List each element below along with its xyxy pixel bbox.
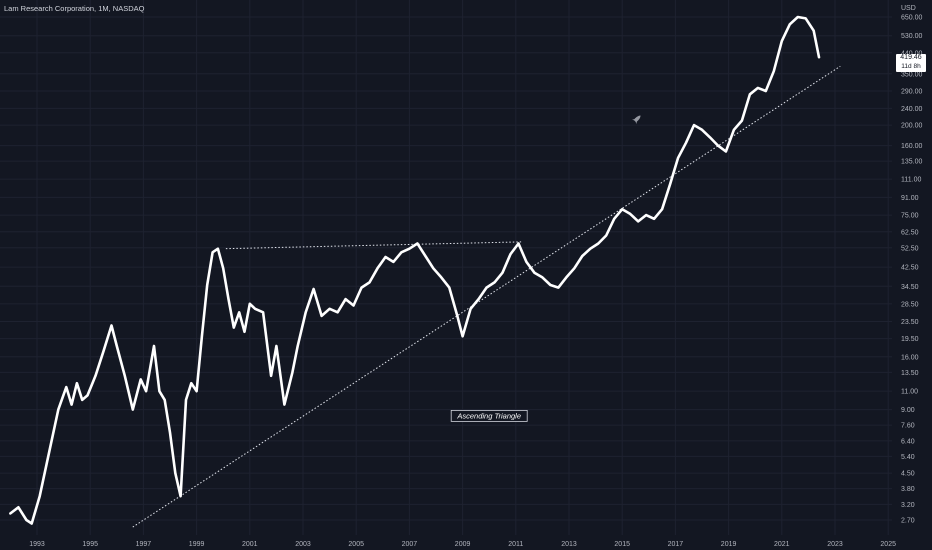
y-tick-label: 6.40 <box>901 438 915 445</box>
y-tick-label: 62.50 <box>901 229 919 236</box>
x-tick-label: 2005 <box>348 541 364 548</box>
grid <box>0 0 892 535</box>
y-tick-label: 3.80 <box>901 486 915 493</box>
y-tick-label: 111.00 <box>901 177 921 184</box>
y-tick-label: 34.50 <box>901 284 919 291</box>
y-tick-label: 52.50 <box>901 245 919 252</box>
x-tick-label: 2019 <box>721 541 737 548</box>
annotation-box <box>450 409 528 422</box>
annotation-label: Ascending Triangle <box>456 412 521 421</box>
x-tick-label: 1993 <box>29 541 45 548</box>
y-tick-label: 440.00 <box>901 50 923 57</box>
trendlines <box>132 65 841 528</box>
y-tick-label: 5.40 <box>901 454 915 461</box>
y-tick-label: 200.00 <box>901 123 923 130</box>
x-tick-label: 2015 <box>614 541 630 548</box>
x-tick-label: 1997 <box>136 541 152 548</box>
y-tick-label: 19.50 <box>901 336 919 343</box>
x-tick-label: 1995 <box>82 541 98 548</box>
x-tick-label: 2013 <box>561 541 577 548</box>
y-tick-label: 530.00 <box>901 33 923 40</box>
y-tick-label: 11.00 <box>901 389 918 396</box>
chart-title: Lam Research Corporation, 1M, NASDAQ <box>4 4 145 13</box>
y-tick-label: 290.00 <box>901 89 923 96</box>
y-tick-label: 7.60 <box>901 423 915 430</box>
y-tick-label: 42.50 <box>901 265 919 272</box>
y-tick-label: 3.20 <box>901 502 915 509</box>
x-tick-label: 2009 <box>455 541 471 548</box>
last-price-badge: 419.46 11d 8h <box>896 54 926 72</box>
x-tick-label: 2007 <box>402 541 418 548</box>
y-tick-label: 160.00 <box>901 143 923 150</box>
y-tick-label: 4.50 <box>901 471 915 478</box>
y-axis-labels: 2.70 3.20 3.80 4.50 5.40 6.40 7.60 9.00 11.00 13.… <box>901 15 923 525</box>
rocket-icon <box>632 115 641 124</box>
y-tick-label: 13.50 <box>901 370 919 377</box>
y-tick-label: 9.00 <box>901 407 915 414</box>
y-tick-label: 135.00 <box>901 159 923 166</box>
last-price: 419.46 <box>900 54 922 61</box>
price-line <box>9 15 821 525</box>
x-tick-label: 2001 <box>242 541 258 548</box>
x-tick-label: 2017 <box>668 541 684 548</box>
y-tick-label: 650.00 <box>901 15 923 22</box>
x-tick-label: 2023 <box>827 541 843 548</box>
trendline-resistance <box>225 241 522 250</box>
y-tick-label: 240.00 <box>901 106 923 113</box>
trendline-support <box>132 65 841 528</box>
x-axis-labels: 1993 1995 1997 1999 2001 2003 2005 2007 2009 2011… <box>29 541 896 548</box>
y-tick-label: 16.00 <box>901 354 919 361</box>
x-tick-label: 2025 <box>880 541 896 548</box>
y-tick-label: 75.00 <box>901 213 919 220</box>
x-tick-label: 2003 <box>295 541 311 548</box>
countdown: 11d 8h <box>901 62 921 70</box>
y-tick-label: 91.00 <box>901 195 919 202</box>
x-tick-label: 2021 <box>774 541 790 548</box>
annotations: Ascending Triangle <box>450 409 528 422</box>
y-tick-label: 2.70 <box>901 518 915 525</box>
x-tick-label: 2011 <box>508 541 523 548</box>
x-tick-label: 1999 <box>189 541 205 548</box>
y-tick-label: 350.00 <box>901 71 923 78</box>
y-tick-label: 28.50 <box>901 301 919 308</box>
y-tick-label: 23.50 <box>901 319 919 326</box>
currency-label: USD <box>901 5 916 12</box>
